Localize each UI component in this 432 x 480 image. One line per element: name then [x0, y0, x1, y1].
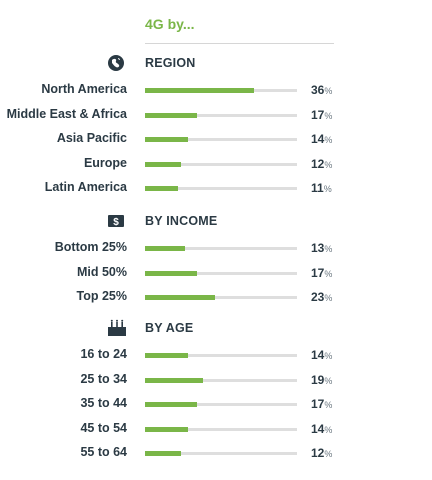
bar-track — [145, 402, 297, 407]
globe-icon — [107, 54, 125, 72]
bar-track — [145, 88, 297, 93]
bar-label: Middle East & Africa — [6, 106, 127, 121]
bar-track — [145, 451, 297, 456]
value-label: 14% — [311, 348, 332, 362]
value-label: 12% — [311, 446, 332, 460]
svg-text:$: $ — [113, 217, 119, 228]
percent-sign: % — [324, 110, 333, 121]
value-number: 12 — [311, 446, 325, 460]
bar-track — [145, 246, 297, 251]
bar — [145, 377, 203, 383]
title-divider — [145, 43, 334, 44]
value-number: 11 — [311, 181, 324, 195]
bar — [145, 402, 197, 407]
bar-label: North America — [41, 82, 127, 96]
bar — [145, 270, 197, 276]
bar-track — [145, 353, 297, 358]
percent-sign: % — [324, 244, 333, 254]
value-label: 11% — [311, 181, 332, 195]
bar-track — [145, 186, 297, 191]
bar — [145, 88, 255, 93]
percent-sign: % — [324, 159, 333, 170]
value-label: 23% — [311, 290, 332, 304]
value-label: 13% — [311, 241, 332, 255]
bar-label: Latin America — [44, 180, 127, 194]
value-number: 13 — [311, 241, 325, 255]
value-number: 12 — [311, 156, 325, 171]
value-label: 14% — [311, 422, 332, 436]
value-label: 14% — [311, 132, 332, 146]
bar-track — [145, 426, 297, 432]
value-number: 17 — [311, 265, 325, 280]
percent-sign: % — [324, 86, 333, 96]
dollar-icon: $ — [107, 212, 125, 230]
value-number: 36 — [311, 83, 325, 97]
section-title: BY AGE — [145, 321, 194, 335]
value-label: 17% — [311, 397, 332, 411]
birthday-cake-icon — [107, 319, 126, 337]
bar — [145, 353, 188, 358]
bar-track — [145, 137, 297, 142]
percent-sign: % — [324, 351, 333, 361]
value-number: 23 — [311, 290, 325, 304]
bar — [145, 295, 215, 300]
value-label: 19% — [311, 373, 332, 387]
value-label: 17% — [311, 108, 332, 122]
percent-sign: % — [324, 268, 333, 279]
bar-label: Asia Pacific — [56, 131, 127, 145]
bar-label: Mid 50% — [76, 264, 127, 279]
bar — [145, 451, 182, 456]
bar-track — [145, 161, 297, 167]
value-label: 36% — [311, 83, 332, 97]
bar-label: 25 to 34 — [80, 371, 127, 386]
percent-sign: % — [323, 184, 332, 194]
value-label: 12% — [311, 157, 332, 171]
bar-track — [145, 270, 297, 276]
percent-sign: % — [324, 449, 333, 459]
bar-label: 45 to 54 — [80, 420, 127, 435]
bar — [145, 246, 185, 251]
bar — [145, 426, 188, 432]
bar — [145, 161, 182, 167]
bar-label: Europe — [83, 155, 127, 170]
percent-sign: % — [324, 135, 333, 145]
percent-sign: % — [324, 424, 333, 435]
bar-track — [145, 112, 297, 118]
value-number: 17 — [311, 397, 325, 411]
section-title: BY INCOME — [145, 214, 218, 228]
percent-sign: % — [324, 375, 333, 386]
bar-track — [145, 377, 297, 383]
bar — [145, 112, 197, 118]
bar-track — [145, 295, 297, 300]
bar — [145, 186, 179, 191]
percent-sign: % — [324, 293, 333, 303]
bar — [145, 137, 188, 142]
section-title: REGION — [145, 56, 196, 70]
value-number: 14 — [311, 348, 325, 362]
chart-title: 4G by... — [145, 16, 195, 32]
bar-label: Bottom 25% — [54, 240, 127, 254]
percent-sign: % — [324, 400, 333, 410]
bar-label: 16 to 24 — [80, 347, 127, 361]
value-number: 17 — [311, 107, 325, 122]
bar-label: 55 to 64 — [80, 445, 127, 459]
bar-label: 35 to 44 — [80, 396, 127, 410]
value-number: 19 — [311, 372, 325, 387]
value-number: 14 — [311, 421, 325, 436]
value-number: 14 — [311, 132, 325, 146]
value-label: 17% — [311, 266, 332, 280]
bar-label: Top 25% — [76, 289, 127, 303]
